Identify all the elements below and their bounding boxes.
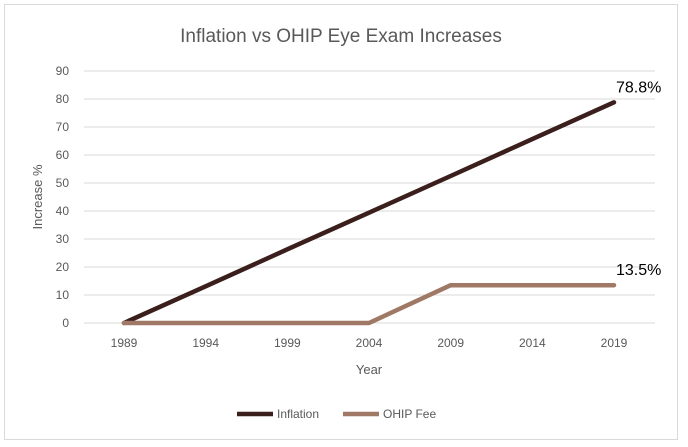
y-tick-label: 30 — [56, 232, 70, 246]
y-tick-label: 20 — [56, 260, 70, 274]
y-tick-label: 10 — [56, 288, 70, 302]
legend-entry: Inflation — [277, 407, 319, 421]
y-tick-label: 40 — [56, 204, 70, 218]
y-tick-label: 60 — [56, 148, 70, 162]
x-tick-label: 2019 — [601, 336, 628, 350]
data-label-ohip-fee: 13.5% — [616, 262, 661, 279]
x-axis-ticks: 1989 1994 1999 2004 2009 2014 2019 — [111, 336, 628, 350]
legend: Inflation OHIP Fee — [237, 407, 436, 421]
x-tick-label: 1994 — [192, 336, 219, 350]
y-axis-ticks: 0 10 20 30 40 50 60 70 80 90 — [56, 64, 70, 330]
series-line-inflation — [121, 100, 617, 326]
y-tick-label: 70 — [56, 120, 70, 134]
x-tick-label: 2004 — [356, 336, 383, 350]
series-line-ohip-fee — [121, 282, 617, 326]
series-lines — [121, 100, 617, 326]
x-axis-label: Year — [356, 362, 383, 377]
data-label-inflation: 78.8% — [616, 79, 661, 96]
data-labels: 78.8% 13.5% — [616, 79, 661, 279]
y-axis-label: Increase % — [30, 164, 45, 229]
x-tick-label: 1989 — [111, 336, 138, 350]
x-tick-label: 2014 — [519, 336, 546, 350]
x-tick-label: 2009 — [437, 336, 464, 350]
y-tick-label: 50 — [56, 176, 70, 190]
legend-entry: OHIP Fee — [383, 407, 436, 421]
x-tick-label: 1999 — [274, 336, 301, 350]
chart-frame — [4, 4, 678, 440]
chart-title: Inflation vs OHIP Eye Exam Increases — [180, 26, 502, 47]
y-tick-label: 80 — [56, 92, 70, 106]
y-tick-label: 90 — [56, 64, 70, 78]
y-tick-label: 0 — [62, 316, 69, 330]
